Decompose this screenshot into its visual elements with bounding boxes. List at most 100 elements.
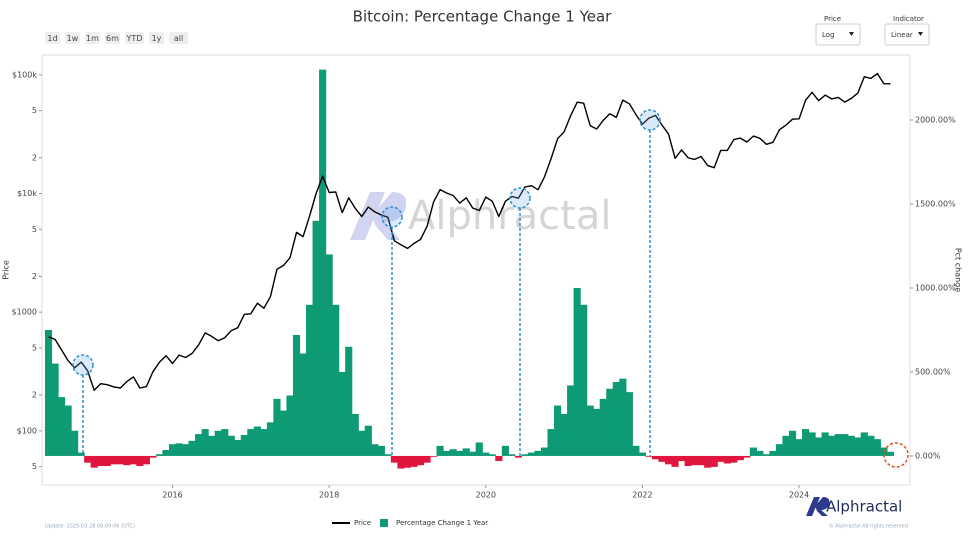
range-button[interactable]: 1y <box>149 32 164 44</box>
pct-bar <box>514 455 522 458</box>
dropdown-box[interactable] <box>815 23 861 46</box>
pct-bar <box>188 440 196 456</box>
pct-bar <box>671 455 679 467</box>
legend-label: Percentage Change 1 Year <box>396 519 488 527</box>
highlight-circle <box>509 187 531 209</box>
pct-bar <box>527 452 536 456</box>
pct-bar <box>815 437 823 456</box>
button-bg[interactable] <box>149 32 164 44</box>
pct-bar <box>521 454 529 456</box>
button-bg[interactable] <box>169 32 188 44</box>
legend-swatch <box>380 519 388 527</box>
pct-bar <box>664 455 673 465</box>
watermark-logo <box>350 192 407 240</box>
range-button[interactable]: 1m <box>85 32 100 44</box>
pct-bar <box>351 413 359 456</box>
indicator-dropdown[interactable]: Linear <box>884 23 930 46</box>
pct-bar <box>684 455 692 467</box>
dropdown-value[interactable]: Linear <box>891 31 913 39</box>
button-label[interactable]: 6m <box>106 34 119 43</box>
pct-bar <box>749 447 757 456</box>
pct-bar <box>606 388 614 456</box>
highlight-circle <box>72 354 94 376</box>
x-tick-label: 2018 <box>319 491 339 500</box>
y-tick-label: $10k <box>17 189 37 198</box>
pct-bar <box>678 455 686 461</box>
dropdown-box[interactable] <box>884 23 930 46</box>
legend-label: Price <box>354 519 371 527</box>
pct-bar <box>51 363 59 456</box>
watermark: Alphractal <box>350 192 611 240</box>
pct-bar <box>573 287 581 456</box>
button-label[interactable]: 1y <box>152 34 162 43</box>
x-tick-label: 2022 <box>632 491 652 500</box>
button-bg[interactable] <box>85 32 100 44</box>
x-tick-label: 2020 <box>476 491 496 500</box>
pct-bar <box>221 429 229 456</box>
copyright: © Alphractal All rights reserved <box>829 523 908 530</box>
button-label[interactable]: 1m <box>86 34 99 43</box>
watermark-text: Alphractal <box>408 193 611 239</box>
y2-tick-label: 0.00% <box>915 451 941 460</box>
range-buttons: 1d 1w 1m 6m YTD 1y all <box>45 32 188 44</box>
brand-text: Alphractal <box>826 498 902 516</box>
pct-bar <box>658 455 666 462</box>
pct-bar <box>358 430 366 456</box>
button-bg[interactable] <box>105 32 120 44</box>
range-button[interactable]: 6m <box>105 32 120 44</box>
pct-bar <box>482 452 490 456</box>
dropdown-arrow[interactable] <box>918 32 923 36</box>
y2-tick-label: 1000.00% <box>915 283 956 292</box>
price-dropdown[interactable]: Log <box>815 23 861 46</box>
highlight-circle <box>883 442 909 468</box>
pct-bar <box>110 455 118 465</box>
range-button[interactable]: 1d <box>45 32 60 44</box>
pct-bar <box>397 455 405 469</box>
pct-bar <box>697 455 705 466</box>
pct-bar <box>77 452 85 456</box>
pct-bar <box>286 395 294 456</box>
pct-bar <box>162 450 170 456</box>
pct-bar <box>730 455 738 463</box>
y2-tick-label: 2000.00% <box>915 116 956 125</box>
pct-bar <box>97 455 105 467</box>
dropdown-value[interactable]: Log <box>822 31 835 39</box>
pct-bar <box>443 450 451 456</box>
price-line <box>48 72 891 391</box>
pct-bar <box>860 432 868 456</box>
y-tick-label: $100 <box>17 426 37 435</box>
button-label[interactable]: 1w <box>67 34 79 43</box>
button-bg[interactable] <box>125 32 144 44</box>
pct-bar <box>782 435 790 456</box>
pct-bar <box>802 429 810 456</box>
pct-bar <box>469 451 477 456</box>
range-button[interactable]: 1w <box>65 32 80 44</box>
pct-bar <box>580 304 588 456</box>
pct-bar <box>736 455 744 461</box>
pct-bar <box>142 455 150 465</box>
pct-bar <box>312 220 320 456</box>
pct-bar <box>306 304 314 456</box>
pct-bar <box>384 454 392 456</box>
pct-bar <box>390 455 398 463</box>
pct-bar <box>116 455 124 465</box>
pct-bar <box>625 392 633 456</box>
y-tick-label: 5 <box>32 462 37 471</box>
pct-bar <box>377 445 385 456</box>
button-bg[interactable] <box>65 32 80 44</box>
button-bg[interactable] <box>45 32 60 44</box>
pct-bar <box>175 443 183 456</box>
range-button[interactable]: all <box>169 32 188 44</box>
y-tick-label: 5 <box>32 225 37 234</box>
pct-bar <box>90 455 98 468</box>
button-label[interactable]: all <box>174 34 183 43</box>
button-label[interactable]: YTD <box>126 34 143 43</box>
pct-bar <box>338 371 346 456</box>
pct-bar <box>449 449 457 456</box>
dropdown-arrow[interactable] <box>849 32 854 36</box>
pct-bar <box>704 455 712 468</box>
pct-bar <box>821 432 829 456</box>
range-button[interactable]: YTD <box>125 32 144 44</box>
pct-bar <box>103 455 111 467</box>
button-label[interactable]: 1d <box>47 34 57 43</box>
